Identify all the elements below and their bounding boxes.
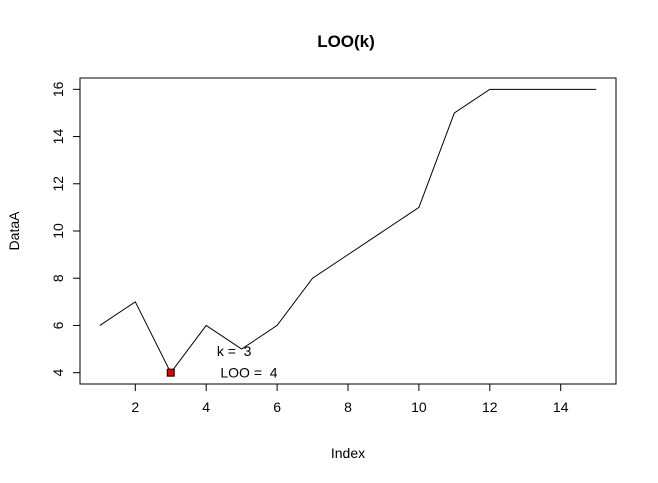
y-tick-label: 8 (50, 274, 66, 282)
min-point-marker (166, 368, 175, 377)
x-axis: 2 4 6 8 10 12 14 (131, 383, 569, 415)
y-tick-label: 6 (50, 321, 66, 329)
x-tick-label: 10 (411, 399, 427, 415)
plot-frame (79, 77, 617, 385)
x-tick-label: 6 (273, 399, 281, 415)
y-tick-label: 10 (50, 223, 66, 239)
annotation-label: LOO = 4 (220, 364, 277, 380)
series-line (99, 88, 597, 374)
y-tick-label: 4 (50, 369, 66, 377)
y-tick-label: 12 (50, 176, 66, 192)
annotation-label: k = 3 (217, 343, 252, 359)
x-tick-label: 14 (553, 399, 569, 415)
y-tick-label: 16 (50, 81, 66, 97)
chart-title: LOO(k) (317, 32, 375, 51)
x-tick-label: 8 (344, 399, 352, 415)
y-axis: 4 6 8 10 12 14 16 (50, 81, 81, 377)
annotations: k = 3 LOO = 4 (217, 343, 278, 380)
y-tick-label: 14 (50, 129, 66, 145)
x-tick-label: 12 (482, 399, 498, 415)
x-tick-label: 4 (202, 399, 210, 415)
x-axis-label: Index (331, 445, 365, 461)
x-tick-label: 2 (131, 399, 139, 415)
y-axis-label: DataA (6, 211, 22, 251)
